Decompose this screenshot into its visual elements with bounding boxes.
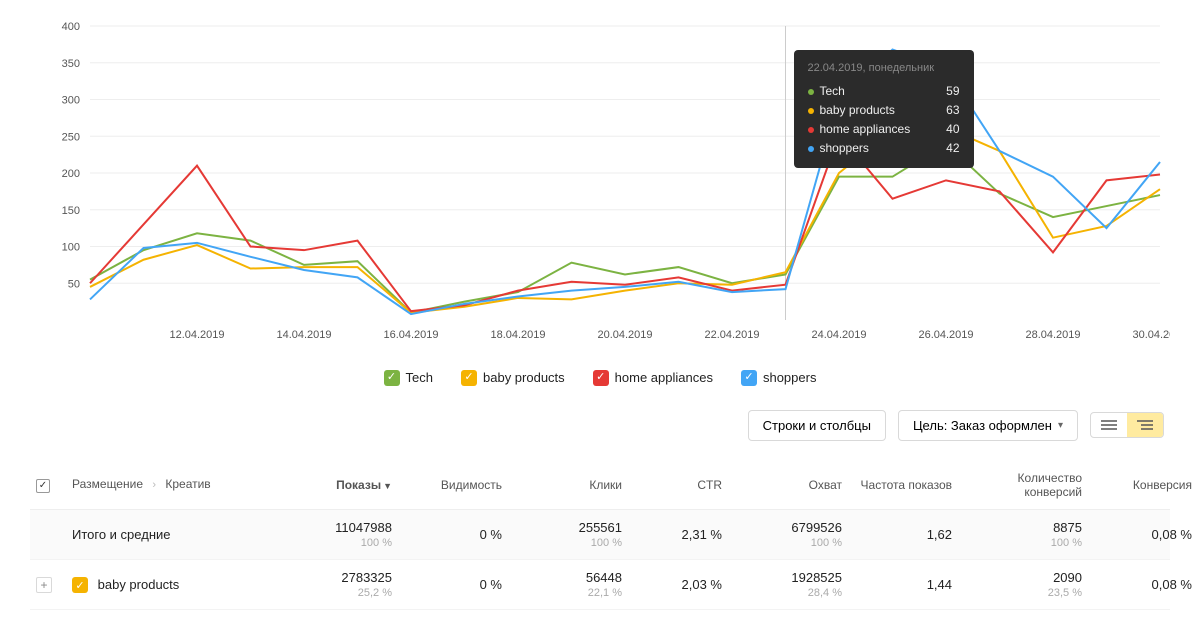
- list-icon: [1101, 419, 1117, 431]
- svg-text:250: 250: [62, 131, 80, 143]
- summary-conversion-rate: 0,08 %: [1092, 527, 1192, 542]
- header-placement-creative[interactable]: Размещение › Креатив: [72, 477, 272, 492]
- row-ctr: 2,03 %: [632, 577, 722, 592]
- summary-impressions: 11047988 100 %: [282, 520, 392, 549]
- svg-text:20.04.2019: 20.04.2019: [597, 329, 652, 341]
- svg-text:100: 100: [62, 242, 80, 254]
- svg-text:400: 400: [62, 21, 80, 33]
- header-visibility[interactable]: Видимость: [402, 478, 502, 492]
- view-list-button[interactable]: [1091, 413, 1127, 437]
- summary-reach: 6799526 100 %: [732, 520, 842, 549]
- rows-columns-button[interactable]: Строки и столбцы: [748, 410, 886, 441]
- legend-swatch: ✓: [593, 370, 609, 386]
- header-placement: Размещение: [72, 477, 143, 491]
- legend-item[interactable]: ✓ baby products: [461, 370, 565, 386]
- svg-text:12.04.2019: 12.04.2019: [169, 329, 224, 341]
- row-label-cell: ✓ baby products: [72, 577, 272, 594]
- chart-legend: ✓ Tech ✓ baby products ✓ home appliances…: [30, 368, 1170, 386]
- summary-conversions: 8875 100 %: [962, 520, 1082, 549]
- header-frequency[interactable]: Частота показов: [852, 478, 952, 492]
- expand-button[interactable]: +: [36, 577, 52, 593]
- rows-columns-label: Строки и столбцы: [763, 418, 871, 433]
- legend-label: home appliances: [615, 370, 713, 385]
- view-toggle: [1090, 412, 1164, 438]
- legend-swatch: ✓: [741, 370, 757, 386]
- table-header: ✓ Размещение › Креатив Показы▼ Видимость…: [30, 461, 1170, 511]
- goal-label: Цель: Заказ оформлен: [913, 418, 1052, 433]
- header-clicks[interactable]: Клики: [512, 478, 622, 492]
- svg-text:350: 350: [62, 58, 80, 70]
- table-controls: Строки и столбцы Цель: Заказ оформлен ▾: [30, 410, 1170, 441]
- header-checkbox-cell: ✓: [36, 477, 62, 493]
- row-conversions: 209023,5 %: [962, 570, 1082, 599]
- header-conversions[interactable]: Количество конверсий: [962, 471, 1082, 500]
- legend-label: baby products: [483, 370, 565, 385]
- summary-visibility: 0 %: [402, 527, 502, 542]
- svg-text:30.04.2019: 30.04.2019: [1132, 329, 1170, 341]
- header-creative: Креатив: [165, 477, 210, 491]
- sort-desc-icon: ▼: [383, 481, 392, 491]
- legend-item[interactable]: ✓ Tech: [384, 370, 433, 386]
- row-impressions: 278332525,2 %: [282, 570, 392, 599]
- row-label: baby products: [98, 577, 180, 592]
- svg-text:26.04.2019: 26.04.2019: [918, 329, 973, 341]
- row-reach: 192852528,4 %: [732, 570, 842, 599]
- header-checkbox[interactable]: ✓: [36, 479, 50, 493]
- chevron-right-icon: ›: [152, 479, 156, 491]
- svg-text:50: 50: [68, 278, 80, 290]
- header-reach[interactable]: Охват: [732, 478, 842, 492]
- svg-text:24.04.2019: 24.04.2019: [811, 329, 866, 341]
- header-conversion-rate[interactable]: Конверсия: [1092, 478, 1192, 492]
- summary-clicks: 255561 100 %: [512, 520, 622, 549]
- table-row: + ✓ baby products 278332525,2 % 0 % 5644…: [30, 560, 1170, 610]
- row-checkbox[interactable]: ✓: [72, 577, 88, 593]
- legend-label: shoppers: [763, 370, 816, 385]
- row-expand-cell: +: [36, 577, 62, 593]
- row-visibility: 0 %: [402, 577, 502, 592]
- header-impressions[interactable]: Показы▼: [282, 478, 392, 492]
- svg-text:150: 150: [62, 205, 80, 217]
- svg-text:28.04.2019: 28.04.2019: [1025, 329, 1080, 341]
- legend-swatch: ✓: [384, 370, 400, 386]
- summary-frequency: 1,62: [852, 527, 952, 542]
- svg-text:14.04.2019: 14.04.2019: [276, 329, 331, 341]
- data-table: ✓ Размещение › Креатив Показы▼ Видимость…: [30, 461, 1170, 611]
- svg-text:200: 200: [62, 168, 80, 180]
- svg-text:16.04.2019: 16.04.2019: [383, 329, 438, 341]
- view-tree-button[interactable]: [1127, 413, 1163, 437]
- legend-item[interactable]: ✓ shoppers: [741, 370, 816, 386]
- row-clicks: 5644822,1 %: [512, 570, 622, 599]
- line-chart[interactable]: 50 100 150 200 250 300 350 400 12.04.2019 14.04.2…: [30, 20, 1170, 360]
- summary-ctr: 2,31 %: [632, 527, 722, 542]
- svg-text:22.04.2019: 22.04.2019: [704, 329, 759, 341]
- tree-icon: [1137, 419, 1153, 431]
- table-summary-row: Итого и средние 11047988 100 % 0 % 25556…: [30, 510, 1170, 560]
- svg-text:18.04.2019: 18.04.2019: [490, 329, 545, 341]
- summary-label: Итого и средние: [72, 527, 272, 542]
- header-ctr[interactable]: CTR: [632, 478, 722, 492]
- svg-text:300: 300: [62, 95, 80, 107]
- goal-dropdown[interactable]: Цель: Заказ оформлен ▾: [898, 410, 1078, 441]
- legend-label: Tech: [406, 370, 433, 385]
- legend-swatch: ✓: [461, 370, 477, 386]
- legend-item[interactable]: ✓ home appliances: [593, 370, 713, 386]
- row-conversion-rate: 0,08 %: [1092, 577, 1192, 592]
- chevron-down-icon: ▾: [1058, 420, 1063, 431]
- row-frequency: 1,44: [852, 577, 952, 592]
